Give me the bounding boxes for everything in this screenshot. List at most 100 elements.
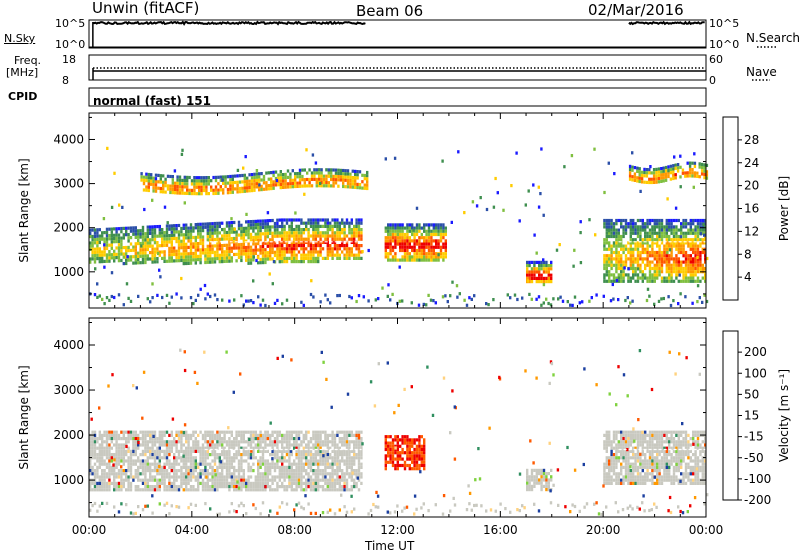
heatmap-cell [168, 485, 171, 489]
heatmap-cell [663, 260, 666, 264]
heatmap-cell [432, 239, 435, 243]
heatmap-cell [204, 472, 207, 476]
heatmap-cell [418, 463, 421, 468]
heatmap-cell [326, 240, 329, 244]
heatmap-cell [132, 440, 135, 444]
heatmap-cell [615, 254, 618, 258]
heatmap-cell [644, 234, 647, 239]
heatmap-cell [509, 296, 512, 300]
power-region-5 [628, 161, 709, 185]
heatmap-cell [212, 175, 215, 180]
heatmap-cell [684, 270, 688, 274]
heatmap-cell [301, 184, 304, 188]
heatmap-cell [664, 169, 668, 173]
heatmap-cell [288, 462, 291, 466]
heatmap-cell [225, 462, 229, 466]
heatmap-cell [634, 222, 637, 226]
heatmap-cell [264, 241, 267, 245]
heatmap-cell [249, 258, 253, 262]
heatmap-cell [694, 244, 697, 248]
heatmap-cell [526, 273, 529, 277]
heatmap-cell [183, 175, 186, 179]
heatmap-cell [206, 475, 209, 479]
heatmap-cell [228, 234, 231, 238]
heatmap-cell [645, 171, 649, 175]
heatmap-cell [617, 228, 620, 232]
heatmap-cell [108, 469, 111, 473]
heatmap-cell [333, 221, 337, 225]
heatmap-cell [338, 440, 341, 444]
heatmap-cell [265, 181, 268, 185]
heatmap-cell [427, 232, 431, 237]
heatmap-cell [629, 218, 632, 223]
heatmap-cell [221, 459, 224, 463]
heatmap-cell [360, 456, 363, 460]
heatmap-cell [163, 453, 166, 457]
heatmap-cell [418, 447, 421, 452]
heatmap-cell [96, 465, 99, 469]
heatmap-cell [132, 430, 135, 434]
heatmap-cell [663, 279, 666, 283]
heatmap-cell [696, 284, 700, 288]
heatmap-cell [218, 481, 221, 485]
heatmap-cell [211, 465, 214, 469]
heatmap-cell [151, 449, 154, 453]
heatmap-cell [693, 174, 697, 178]
heatmap-cell [146, 238, 149, 242]
heatmap-cell [105, 240, 109, 244]
heatmap-cell [139, 437, 142, 441]
heatmap-cell [319, 485, 322, 489]
heatmap-cell [620, 222, 623, 226]
heatmap-cell [692, 270, 695, 274]
heatmap-cell [704, 225, 707, 229]
heatmap-cell [276, 475, 279, 479]
heatmap-cell [149, 472, 152, 476]
heatmap-cell [547, 301, 550, 306]
heatmap-cell [399, 232, 402, 237]
heatmap-cell [282, 185, 285, 189]
heatmap-cell [319, 462, 322, 466]
heatmap-cell [242, 230, 245, 234]
heatmap-cell [353, 253, 356, 257]
y-tick-label: 4000 [53, 132, 84, 146]
heatmap-cell [249, 232, 253, 236]
heatmap-cell [384, 438, 387, 442]
heatmap-cell [696, 174, 699, 178]
heatmap-cell [261, 459, 265, 463]
heatmap-cell [311, 153, 315, 157]
heatmap-cell [423, 252, 426, 256]
heatmap-cell [603, 273, 606, 277]
heatmap-cell [652, 180, 656, 184]
heatmap-cell [646, 231, 649, 235]
heatmap-cell [639, 276, 642, 280]
heatmap-cell [324, 449, 327, 453]
heatmap-cell [336, 218, 339, 222]
heatmap-cell [312, 244, 315, 248]
heatmap-cell [146, 247, 149, 252]
heatmap-cell [173, 488, 176, 492]
heatmap-cell [144, 472, 147, 476]
heatmap-cell [542, 260, 546, 264]
heatmap-cell [312, 260, 315, 264]
heatmap-cell [178, 178, 182, 182]
colorbar-tick-label: 12 [744, 224, 759, 238]
heatmap-cell [387, 255, 390, 259]
heatmap-cell [192, 258, 195, 262]
heatmap-cell [120, 258, 123, 263]
heatmap-cell [285, 250, 289, 254]
heatmap-cell [357, 478, 361, 482]
heatmap-cell [610, 254, 613, 258]
heatmap-cell [228, 240, 231, 244]
heatmap-cell [319, 224, 322, 228]
heatmap-cell [245, 478, 248, 482]
heatmap-cell [346, 178, 350, 182]
heatmap-cell [403, 252, 407, 256]
heatmap-cell [423, 258, 426, 262]
heatmap-cell [204, 437, 207, 441]
heatmap-cell [348, 231, 351, 235]
heatmap-cell [341, 485, 344, 489]
heatmap-cell [705, 176, 709, 180]
heatmap-cell [345, 449, 349, 453]
heatmap-cell [348, 462, 351, 466]
heatmap-cell [93, 456, 97, 460]
